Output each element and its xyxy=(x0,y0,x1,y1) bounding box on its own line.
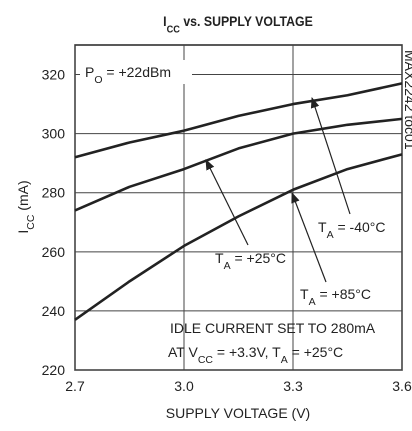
annotation-part: P xyxy=(85,64,94,80)
series-line xyxy=(74,82,403,159)
annotation-part: AT V xyxy=(168,344,198,360)
x-axis-label: SUPPLY VOLTAGE (V) xyxy=(166,405,310,421)
annotation-part: A xyxy=(309,296,316,308)
side-note: MAX2242 toc01 xyxy=(402,50,412,150)
y-tick-label: 240 xyxy=(42,303,66,319)
annotation-arrow xyxy=(291,191,327,283)
annotation-part: = +25°C xyxy=(231,250,286,266)
annotation-part: CC xyxy=(198,354,214,366)
x-tick-label: 3.6 xyxy=(392,378,412,394)
annotation: TA = -40°C xyxy=(318,219,385,241)
y-tick-label: 320 xyxy=(42,67,66,83)
y-axis-label-part: CC xyxy=(25,214,37,230)
annotation-part: A xyxy=(224,260,231,272)
annotation-part: = +22dBm xyxy=(103,64,172,80)
annotation-part: = +3.3V, T xyxy=(213,344,281,360)
x-tick-label: 3.3 xyxy=(283,378,303,394)
y-axis-label-part: (mA) xyxy=(15,180,31,214)
annotation-part: T xyxy=(215,250,224,266)
annotation-part: IDLE CURRENT SET TO 280mA xyxy=(170,320,376,336)
annotation-arrow xyxy=(310,96,351,215)
annotation-part: = +85°C xyxy=(316,286,371,302)
chart-title-part: CC xyxy=(167,23,180,35)
y-tick-label: 300 xyxy=(42,126,66,142)
annotation-part: = +25°C xyxy=(288,344,343,360)
series-line xyxy=(74,117,403,212)
y-axis-label-part: I xyxy=(15,230,31,234)
y-tick-label: 280 xyxy=(42,185,66,201)
chart-title-part: I xyxy=(163,13,166,29)
annotation-part: O xyxy=(94,74,102,86)
annotation-bg xyxy=(80,60,192,84)
annotation-part: T xyxy=(318,219,327,235)
annotation: AT VCC = +3.3V, TA = +25°C xyxy=(168,344,343,366)
annotation-part: T xyxy=(300,286,309,302)
series-line xyxy=(74,153,403,321)
y-tick-label: 260 xyxy=(42,244,66,260)
annotation-part: = -40°C xyxy=(334,219,386,235)
x-tick-label: 2.7 xyxy=(65,378,85,394)
y-axis-label: ICC (mA) xyxy=(15,180,37,233)
annotation: TA = +25°C xyxy=(215,250,286,272)
annotation: PO = +22dBm xyxy=(85,64,171,86)
annotation-part: A xyxy=(327,229,334,241)
annotation-arrow xyxy=(205,159,249,246)
chart-title-part: vs. SUPPLY VOLTAGE xyxy=(180,13,313,29)
y-tick-label: 220 xyxy=(42,362,66,378)
x-tick-label: 3.0 xyxy=(174,378,194,394)
chart-title: ICC vs. SUPPLY VOLTAGE xyxy=(163,13,313,35)
annotation-part: A xyxy=(281,354,288,366)
annotation: IDLE CURRENT SET TO 280mA xyxy=(170,320,376,336)
annotation: TA = +85°C xyxy=(300,286,371,308)
